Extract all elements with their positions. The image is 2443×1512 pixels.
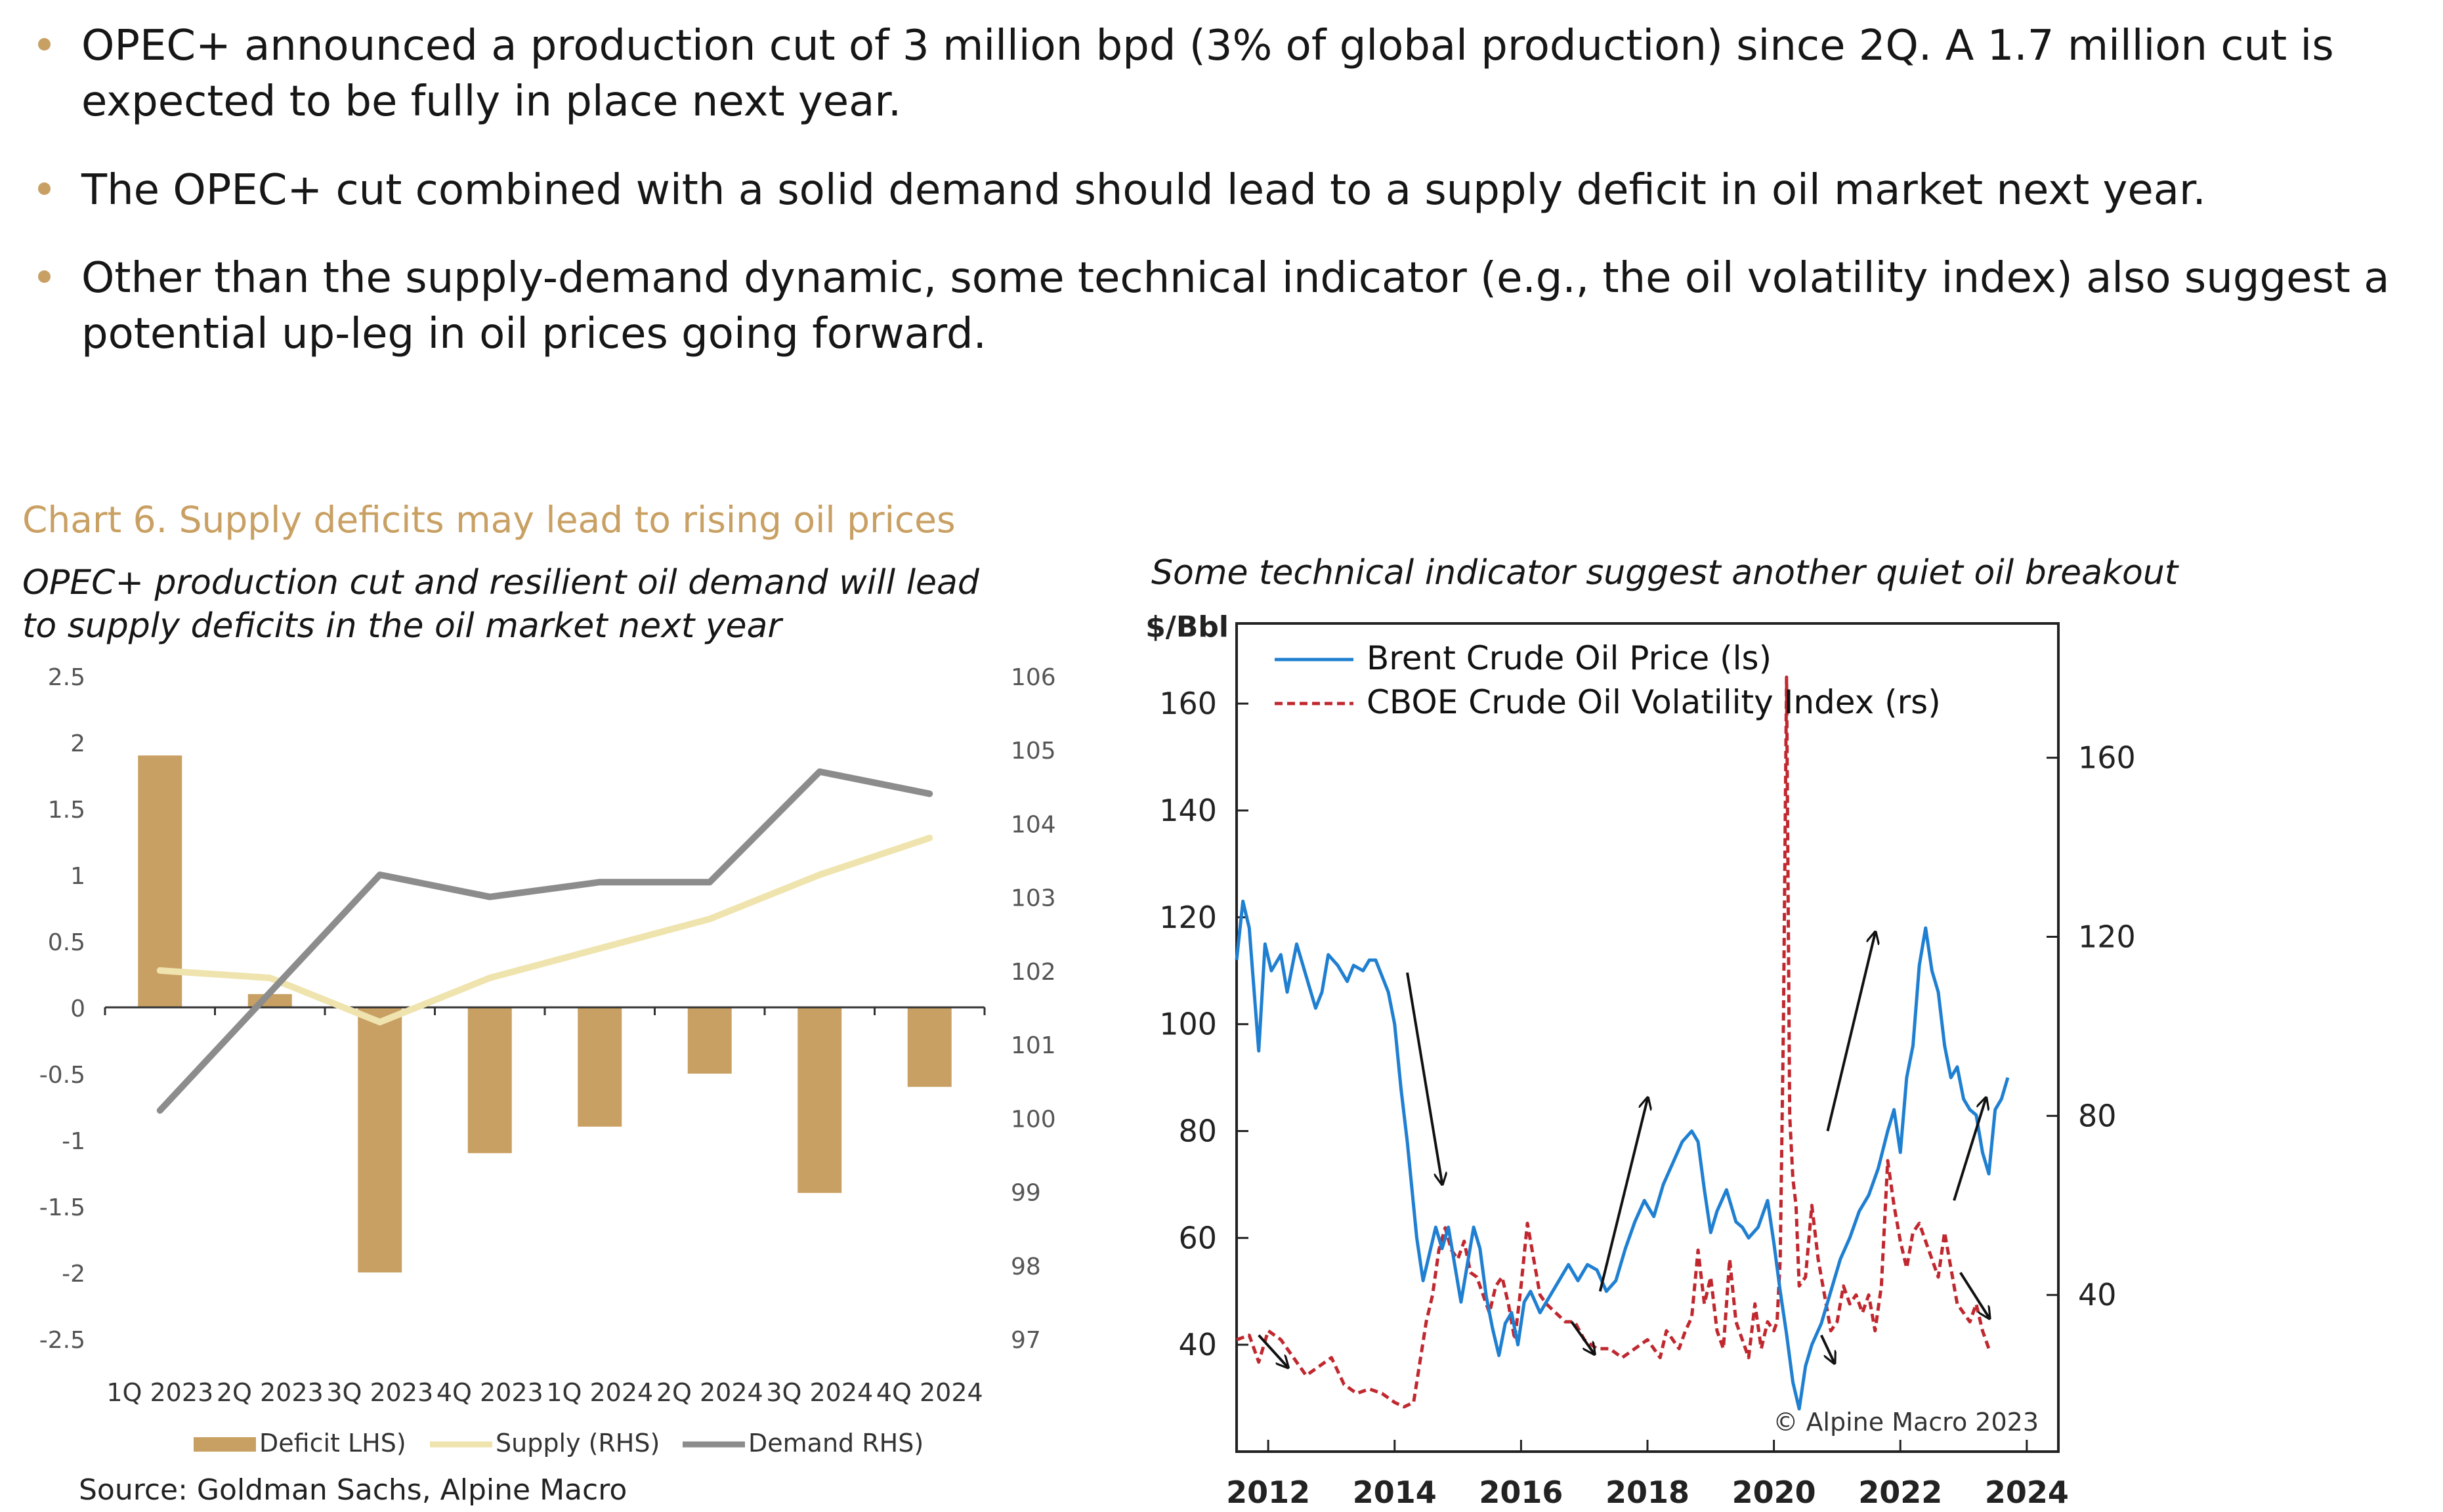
y-right-tick-label: 99 bbox=[1011, 1180, 1041, 1207]
y-left-tick-label: 80 bbox=[1178, 1113, 1217, 1148]
y-axis-unit-label: $/Bbl bbox=[1145, 610, 1229, 644]
deficit-bar bbox=[687, 1007, 732, 1074]
trend-arrow bbox=[1406, 972, 1442, 1183]
deficit-bar bbox=[358, 1007, 402, 1272]
x-tick-label: 1Q 2023 bbox=[106, 1378, 213, 1407]
y-right-tick-label: 97 bbox=[1011, 1327, 1041, 1354]
demand-line bbox=[156, 768, 933, 1114]
y-left-tick-label: 40 bbox=[1178, 1327, 1217, 1362]
source-note: Source: Goldman Sachs, Alpine Macro bbox=[79, 1473, 627, 1507]
y-left-tick-label: -2.5 bbox=[39, 1327, 85, 1354]
oil-volatility-chart: $/Bbl 160 140 120 100 80 60 40 160 120 80 40 2012 201… bbox=[1145, 610, 2136, 1510]
y-right-tick-label: 160 bbox=[2078, 740, 2136, 776]
bullet-text: Other than the supply-demand dynamic, so… bbox=[81, 254, 2390, 358]
bullet-text: The OPEC+ cut combined with a solid dema… bbox=[81, 166, 2206, 215]
y-right-tick-label: 80 bbox=[2078, 1098, 2117, 1133]
bullet-dot-icon bbox=[38, 38, 51, 51]
bullet-dot-icon bbox=[38, 270, 51, 283]
x-tick-label: 2024 bbox=[1985, 1475, 2069, 1510]
x-tick-label: 2022 bbox=[1858, 1475, 1942, 1510]
x-tick-label: 2016 bbox=[1479, 1475, 1563, 1510]
x-tick-label: 4Q 2023 bbox=[436, 1378, 543, 1407]
trend-arrow bbox=[1570, 1321, 1594, 1353]
supply-deficit-chart: 2.5 2 1.5 1 0.5 0 -0.5 -1 -1.5 -2 -2.5 106 105 104 103… bbox=[39, 664, 1056, 1458]
y-left-tick-label: 0 bbox=[70, 996, 85, 1022]
y-right-tick-label: 106 bbox=[1011, 664, 1056, 691]
deficit-bar bbox=[138, 755, 182, 1007]
y-left-tick-label: -1 bbox=[62, 1128, 85, 1155]
y-right-tick-label: 103 bbox=[1011, 885, 1056, 912]
y-right-tick-label: 120 bbox=[2078, 919, 2136, 955]
ovx-line bbox=[1236, 675, 1991, 1409]
y-left-tick-label: 2 bbox=[70, 730, 85, 757]
legend-label-ovx: CBOE Crude Oil Volatility Index (rs) bbox=[1367, 683, 1941, 721]
legend-label-brent: Brent Crude Oil Price (ls) bbox=[1367, 639, 1772, 677]
y-left-tick-label: 1.5 bbox=[48, 797, 85, 824]
x-tick-label: 2Q 2023 bbox=[217, 1378, 324, 1407]
deficit-bar bbox=[797, 1007, 842, 1193]
x-tick-label: 2Q 2024 bbox=[656, 1378, 763, 1407]
x-tick-label: 1Q 2024 bbox=[546, 1378, 653, 1407]
legend-label: Deficit LHS) bbox=[259, 1429, 406, 1458]
y-left-tick-label: 140 bbox=[1159, 793, 1217, 828]
y-left-tick-label: 60 bbox=[1178, 1220, 1217, 1255]
plot-frame bbox=[1235, 622, 2060, 1453]
supply-line bbox=[156, 834, 933, 1026]
deficit-bar bbox=[467, 1007, 512, 1154]
chart6-title: Chart 6. Supply deficits may lead to ris… bbox=[22, 499, 956, 541]
y-right-tick-label: 40 bbox=[2078, 1277, 2117, 1312]
x-tick-label: 3Q 2024 bbox=[766, 1378, 873, 1407]
legend-label: Supply (RHS) bbox=[496, 1429, 660, 1458]
x-tick-label: 2018 bbox=[1605, 1475, 1689, 1510]
y-left-tick-label: 100 bbox=[1159, 1007, 1217, 1042]
x-tick-label: 2020 bbox=[1732, 1475, 1816, 1510]
trend-arrow bbox=[1820, 1334, 1834, 1362]
y-left-tick-label: 2.5 bbox=[48, 664, 85, 691]
y-left-tick-label: -0.5 bbox=[39, 1062, 85, 1089]
y-right-tick-label: 105 bbox=[1011, 738, 1056, 765]
y-right-tick-label: 98 bbox=[1011, 1253, 1041, 1280]
x-tick-label: 2012 bbox=[1226, 1475, 1310, 1510]
trend-arrow bbox=[1953, 1099, 1986, 1201]
y-left-tick-label: 160 bbox=[1159, 686, 1217, 721]
chart6-subtitle: OPEC+ production cut and resilient oil d… bbox=[22, 563, 979, 646]
trend-arrow bbox=[1258, 1334, 1287, 1367]
y-left-tick-label: 120 bbox=[1159, 900, 1217, 935]
bullet-dot-icon bbox=[38, 182, 51, 195]
legend-label: Demand RHS) bbox=[748, 1429, 924, 1458]
trend-arrow bbox=[1598, 1099, 1647, 1292]
brent-line bbox=[1235, 899, 2010, 1411]
y-left-tick-label: 0.5 bbox=[48, 929, 85, 956]
deficit-bar bbox=[578, 1007, 622, 1127]
y-right-tick-label: 104 bbox=[1011, 811, 1056, 838]
trend-arrow bbox=[1959, 1272, 1989, 1317]
y-left-tick-label: 1 bbox=[70, 863, 85, 890]
copyright-watermark: © Alpine Macro 2023 bbox=[1773, 1408, 2039, 1437]
right-chart-subtitle: Some technical indicator suggest another… bbox=[1151, 553, 2178, 593]
y-right-tick-label: 100 bbox=[1011, 1106, 1056, 1133]
legend-swatch-deficit bbox=[194, 1437, 256, 1452]
y-left-tick-label: -2 bbox=[62, 1261, 85, 1288]
x-tick-label: 2014 bbox=[1353, 1475, 1437, 1510]
bullet-text: OPEC+ announced a production cut of 3 mi… bbox=[81, 22, 2334, 126]
deficit-bar bbox=[907, 1007, 952, 1087]
y-right-tick-label: 101 bbox=[1011, 1032, 1056, 1059]
x-tick-label: 3Q 2023 bbox=[326, 1378, 433, 1407]
x-tick-label: 4Q 2024 bbox=[876, 1378, 983, 1407]
y-left-tick-label: -1.5 bbox=[39, 1194, 85, 1221]
y-right-tick-label: 102 bbox=[1011, 959, 1056, 986]
trend-arrow bbox=[1826, 933, 1875, 1131]
bullet-list: OPEC+ announced a production cut of 3 mi… bbox=[0, 0, 2443, 368]
